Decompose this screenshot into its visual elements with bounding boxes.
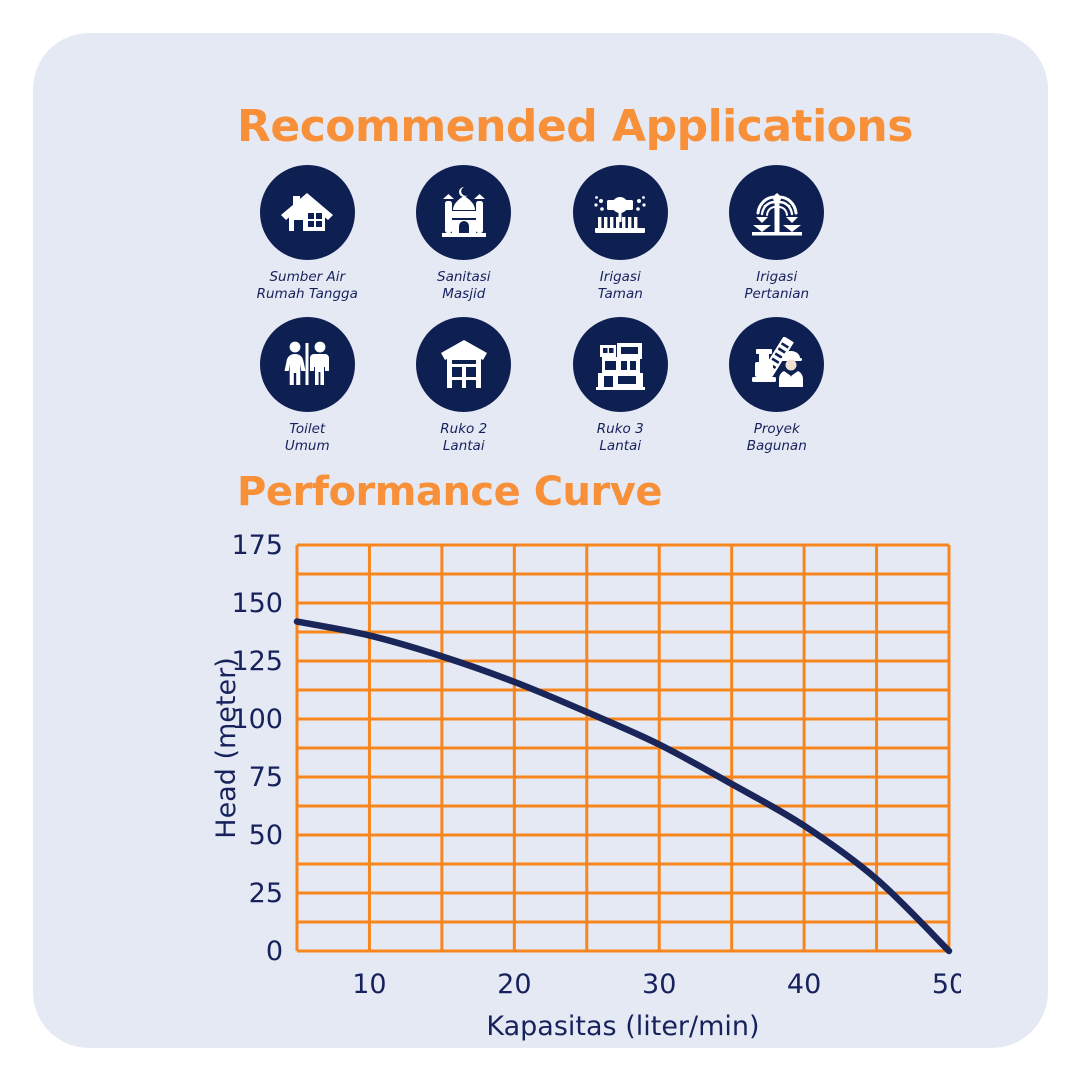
performance-chart: 0 25 50 75 100 125 150 175 10 20 30 40 50 Kapasitas (… bbox=[201, 527, 961, 1047]
y-tick-label: 25 bbox=[249, 878, 283, 909]
sprinkler-icon bbox=[572, 165, 668, 260]
two-story-building-icon bbox=[416, 317, 512, 413]
x-tick-label: 10 bbox=[352, 969, 386, 1000]
y-tick-label: 75 bbox=[249, 762, 283, 793]
application-item-toilet-umum[interactable]: Toilet Umum bbox=[229, 317, 386, 455]
restroom-icon bbox=[259, 317, 355, 413]
y-tick-label: 125 bbox=[231, 646, 283, 677]
application-label: Toilet Umum bbox=[284, 421, 330, 455]
application-label: Sumber Air Rumah Tangga bbox=[256, 269, 358, 303]
content-card: Recommended Applications Su bbox=[33, 33, 1048, 1048]
y-tick-label: 0 bbox=[266, 936, 283, 967]
application-item-irigasi-taman[interactable]: Irigasi Taman bbox=[542, 165, 699, 303]
x-axis-title: Kapasitas (liter/min) bbox=[486, 1011, 759, 1042]
performance-curve-title: Performance Curve bbox=[237, 469, 662, 515]
application-item-sumber-air[interactable]: Sumber Air Rumah Tangga bbox=[229, 165, 386, 303]
application-label: Proyek Bagunan bbox=[746, 421, 807, 455]
application-item-sanitasi-masjid[interactable]: Sanitasi Masjid bbox=[386, 165, 543, 303]
y-tick-label: 150 bbox=[231, 588, 283, 619]
y-tick-label: 50 bbox=[249, 820, 283, 851]
x-tick-label: 20 bbox=[497, 969, 531, 1000]
application-label: Irigasi Pertanian bbox=[744, 269, 810, 303]
application-label: Ruko 2 Lantai bbox=[440, 421, 488, 455]
farm-irrigation-icon bbox=[729, 165, 825, 260]
application-item-ruko-2-lantai[interactable]: Ruko 2 Lantai bbox=[386, 317, 543, 455]
y-tick-label: 175 bbox=[231, 530, 283, 561]
x-tick-label: 30 bbox=[642, 969, 676, 1000]
performance-curve-line bbox=[293, 618, 953, 955]
application-label: Ruko 3 Lantai bbox=[596, 421, 644, 455]
application-label: Irigasi Taman bbox=[597, 269, 643, 303]
application-item-irigasi-pertanian[interactable]: Irigasi Pertanian bbox=[699, 165, 856, 303]
recommended-applications-title: Recommended Applications bbox=[237, 101, 913, 152]
application-item-ruko-3-lantai[interactable]: Ruko 3 Lantai bbox=[542, 317, 699, 455]
application-item-proyek-bagunan[interactable]: Proyek Bagunan bbox=[699, 317, 856, 455]
x-tick-label: 50 bbox=[932, 969, 961, 1000]
application-label: Sanitasi Masjid bbox=[437, 269, 491, 303]
y-axis-title: Head (meter) bbox=[211, 657, 242, 838]
performance-chart-svg: 0 25 50 75 100 125 150 175 10 20 30 40 50 Kapasitas (… bbox=[211, 530, 961, 1042]
construction-worker-icon bbox=[729, 317, 825, 413]
x-tick-label: 40 bbox=[787, 969, 821, 1000]
three-story-building-icon bbox=[572, 317, 668, 413]
mosque-icon bbox=[416, 165, 512, 260]
y-tick-label: 100 bbox=[231, 704, 283, 735]
applications-grid: Sumber Air Rumah Tangga bbox=[229, 165, 855, 456]
house-icon bbox=[259, 165, 355, 260]
